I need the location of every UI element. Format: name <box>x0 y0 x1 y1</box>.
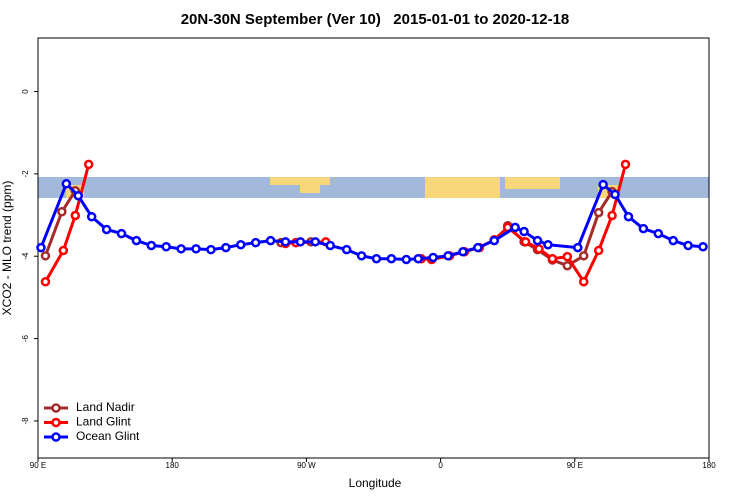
point <box>443 251 453 261</box>
point <box>562 260 573 271</box>
point <box>83 159 94 170</box>
point <box>473 242 483 253</box>
point <box>653 228 664 239</box>
y-tick-label: -8 <box>21 417 30 425</box>
legend-label: Land Glint <box>76 415 131 429</box>
point <box>610 189 620 200</box>
point <box>510 222 520 233</box>
point <box>206 244 216 255</box>
y-tick-label: -4 <box>21 252 30 260</box>
point <box>61 179 72 189</box>
point <box>250 237 261 248</box>
point <box>519 226 529 237</box>
point <box>607 210 617 221</box>
point <box>620 159 631 170</box>
point <box>683 240 693 251</box>
point <box>86 211 97 222</box>
point <box>116 228 127 239</box>
legend-label: Ocean Glint <box>76 429 140 443</box>
point <box>146 240 157 251</box>
y-tick-label: -2 <box>21 170 30 178</box>
point <box>40 277 51 287</box>
point <box>70 210 81 221</box>
point <box>280 237 291 247</box>
y-tick-label: -6 <box>21 334 30 342</box>
point <box>458 246 468 257</box>
point <box>578 251 589 261</box>
x-tick-label: 180 <box>702 461 716 470</box>
map-strip <box>38 177 709 198</box>
x-axis-label: Longitude <box>349 476 402 490</box>
point <box>295 237 306 247</box>
y-tick-label: 0 <box>21 89 30 94</box>
plot-frame <box>37 37 710 459</box>
x-tick-label: 90 W <box>297 461 316 470</box>
point <box>386 253 397 264</box>
point <box>413 253 423 264</box>
point <box>668 235 678 246</box>
point <box>191 244 201 254</box>
point <box>58 245 69 256</box>
legend-swatch-point <box>51 417 61 428</box>
x-tick-label: 90 E <box>30 461 46 470</box>
point <box>57 207 67 217</box>
point <box>428 252 438 263</box>
point <box>598 179 608 190</box>
legend-swatch-point <box>51 432 61 442</box>
point <box>310 237 321 247</box>
point <box>489 235 500 246</box>
point <box>325 240 336 251</box>
point <box>698 242 708 252</box>
point <box>161 242 171 252</box>
point <box>371 253 382 264</box>
point <box>236 239 246 250</box>
point <box>401 254 412 265</box>
point <box>265 235 276 246</box>
point <box>578 277 589 287</box>
point <box>176 244 186 254</box>
point <box>593 207 604 218</box>
point <box>593 245 604 256</box>
point <box>520 237 531 247</box>
point <box>131 235 142 246</box>
point <box>534 244 544 254</box>
point <box>101 224 112 235</box>
point <box>573 242 583 253</box>
point <box>532 235 543 246</box>
point <box>73 190 84 201</box>
chart-title: 20N-30N September (Ver 10) 2015-01-01 to… <box>181 11 570 28</box>
point <box>638 223 649 234</box>
point <box>40 251 51 261</box>
x-tick-label: 90 E <box>567 461 583 470</box>
legend-label: Land Nadir <box>76 400 135 414</box>
x-tick-label: 180 <box>166 461 180 470</box>
point <box>356 251 367 261</box>
point <box>547 253 558 264</box>
x-tick-label: 0 <box>438 461 443 470</box>
legend-swatch-point <box>51 403 61 413</box>
y-axis-label: XCO2 - MLO trend (ppm) <box>0 181 14 316</box>
point <box>341 244 352 255</box>
point <box>543 239 553 250</box>
point <box>36 242 46 253</box>
point <box>221 242 231 253</box>
point <box>623 211 634 222</box>
point <box>562 251 573 262</box>
